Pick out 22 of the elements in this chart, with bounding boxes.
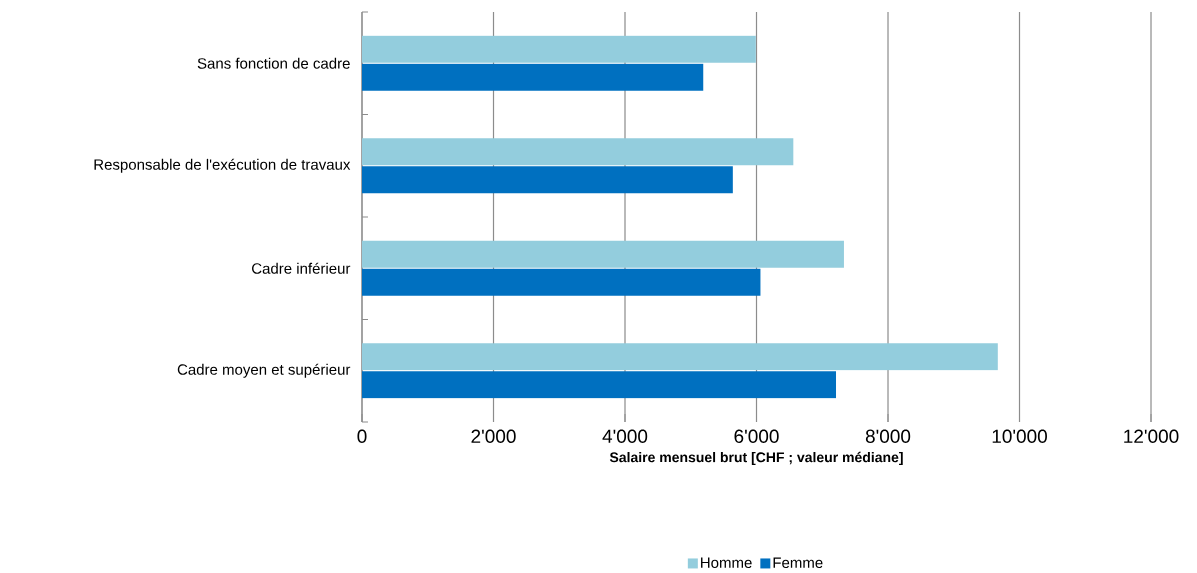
y-tick-label: Cadre moyen et supérieur	[177, 363, 351, 378]
x-tick-label: 0	[357, 429, 367, 443]
bar	[362, 138, 794, 166]
legend-label: Homme	[701, 557, 752, 568]
bar	[362, 63, 704, 91]
x-tick-label: 4'000	[602, 429, 648, 443]
x-tick-label: 12'000	[1124, 429, 1179, 443]
x-tick-label: 8'000	[865, 429, 911, 443]
legend-label: Femme	[773, 557, 823, 568]
bar	[362, 371, 837, 399]
bar	[362, 240, 844, 268]
bar	[362, 166, 733, 194]
x-tick-label: 6'000	[734, 429, 779, 443]
bar	[362, 343, 998, 371]
y-tick-label: Cadre inférieur	[252, 262, 351, 274]
bar	[362, 35, 756, 63]
x-tick-label: 2'000	[471, 429, 516, 443]
y-tick-label: Sans fonction de cadre	[197, 57, 350, 69]
bar	[362, 268, 761, 296]
x-tick-label: 10'000	[992, 429, 1047, 443]
x-axis-title: Salaire mensuel brut [CHF ; valeur médiane]	[609, 451, 903, 465]
y-tick-label: Responsable de l'exécution de travaux	[94, 158, 351, 173]
